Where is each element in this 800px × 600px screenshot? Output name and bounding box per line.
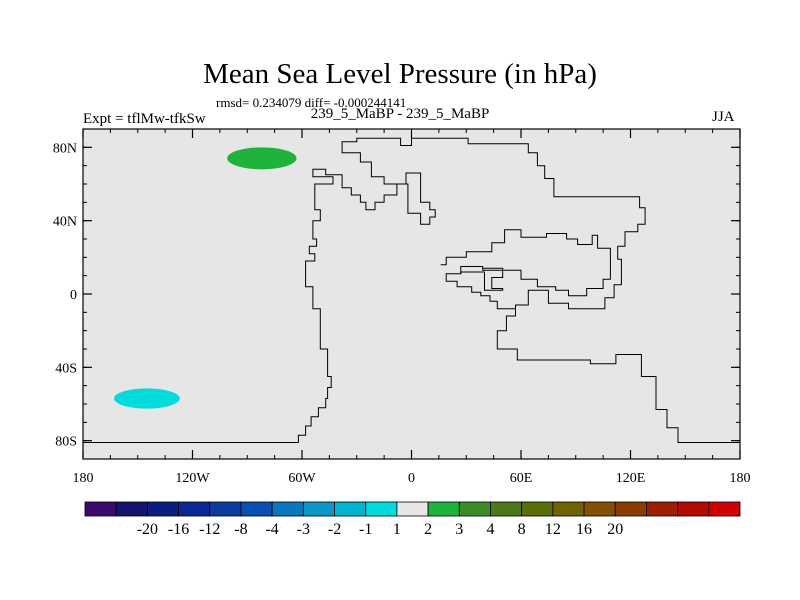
colorbar-label: -12 [199,521,220,538]
colorbar-swatch [583,501,616,517]
map-background [83,129,740,459]
coastline-2 [460,267,504,291]
colorbar-label: 16 [576,521,592,538]
coastline-1 [440,229,611,313]
colorbar-swatch [552,501,585,517]
y-tick-label: 40N [53,215,77,230]
colorbar-swatch [271,501,304,517]
colorbar-swatch [209,501,242,517]
x-tick-label: 60W [288,471,316,486]
x-tick-label: 120E [616,471,646,486]
colorbar-swatch [677,501,710,517]
colorbar-label: 8 [518,521,526,538]
colorbar-label: 4 [486,521,494,538]
colorbar-swatch [521,501,554,517]
coastline-0 [83,137,740,443]
colorbar-label: -3 [297,521,310,538]
colorbar-swatch [334,501,367,517]
colorbar-label: -8 [234,521,247,538]
x-tick-label: 180 [730,471,751,486]
x-tick-label: 180 [73,471,94,486]
x-tick-label: 120W [175,471,210,486]
y-tick-label: 40S [55,361,77,376]
y-tick-label: 0 [70,288,77,303]
colorbar-swatch [490,501,523,517]
colorbar-swatch [458,501,491,517]
colorbar-swatch [240,501,273,517]
map-plot-area [83,129,740,459]
y-tick-label: 80N [53,141,77,156]
colorbar-swatch [84,501,117,517]
colorbar-label: 2 [424,521,432,538]
colorbar-label: -2 [328,521,341,538]
experiment-label: Expt = tflMw-tfkSw [83,111,206,127]
period-label: 239_5_MaBP - 239_5_MaBP [310,106,490,122]
colorbar-label: 20 [607,521,623,538]
colorbar-swatch [115,501,148,517]
colorbar-swatch [178,501,211,517]
stats-text: rmsd= 0.234079 diff= -0.000244141 [216,95,407,110]
x-tick-label: 60E [510,471,533,486]
colorbar-label: -16 [168,521,189,538]
colorbar-swatch [427,501,460,517]
map-axes: 180 120W 60W 0 60E 120E 180 80N 40N 0 40S 80S [53,128,751,486]
colorbar-swatch [614,501,647,517]
colorbar-swatch [365,501,398,517]
colorbar-swatch [396,501,429,517]
colorbar-swatch [146,501,179,517]
colorbar-label: 3 [455,521,463,538]
colorbar-swatch [302,501,335,517]
colorbar: -20 -16 -12 -8 -4 -3 -2 -1 1 2 3 4 8 12 16 20 [84,501,741,538]
colorbar-label: 12 [545,521,561,538]
colorbar-swatch [708,501,741,517]
north-anomaly [227,147,297,170]
y-tick-label: 80S [55,435,77,450]
x-tick-label: 0 [408,471,415,486]
south-anomaly [114,388,180,409]
season-label: JJA [712,109,735,125]
colorbar-label: -20 [137,521,158,538]
colorbar-label: 1 [393,521,401,538]
colorbar-label: -4 [265,521,278,538]
chart-title: Mean Sea Level Pressure (in hPa) [203,58,597,90]
colorbar-label: -1 [359,521,372,538]
colorbar-swatch [646,501,679,517]
